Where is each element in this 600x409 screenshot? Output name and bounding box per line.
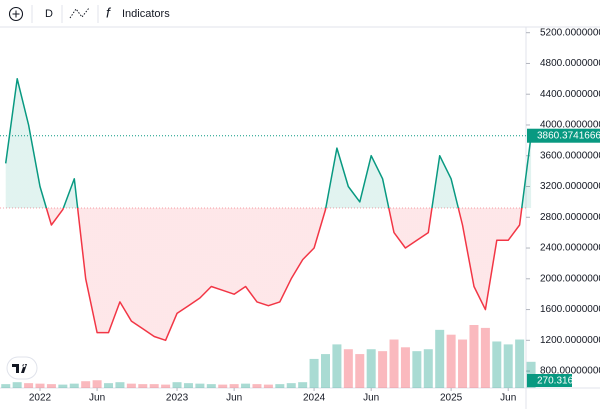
volume-bar xyxy=(309,358,319,388)
volume-bar xyxy=(515,339,525,388)
y-tick-label: 2800.00000000 xyxy=(540,212,600,223)
volume-bar xyxy=(343,349,353,388)
volume-bar xyxy=(480,327,490,388)
indicators-button[interactable]: Indicators xyxy=(122,8,170,20)
volume-bar xyxy=(286,383,296,388)
volume-bar xyxy=(469,325,479,388)
logo-bg xyxy=(6,356,38,380)
volume-bar xyxy=(503,344,513,388)
volume-bar xyxy=(400,347,410,388)
volume-bar xyxy=(1,384,11,388)
volume-bar xyxy=(355,354,365,388)
y-tick-label: 800.00000000 xyxy=(540,366,600,377)
volume-bar xyxy=(446,334,456,388)
y-tick-label: 2000.00000000 xyxy=(540,273,600,284)
x-tick-label: Jun xyxy=(363,393,379,404)
y-tick-label: 4000.00000000 xyxy=(540,120,600,131)
y-tick-label: 1200.00000000 xyxy=(540,335,600,346)
volume-bar xyxy=(138,384,148,388)
volume-bar xyxy=(332,344,342,388)
interval-button[interactable]: D xyxy=(45,8,53,20)
add-symbol-icon[interactable] xyxy=(8,6,24,22)
volume-bar xyxy=(195,383,205,388)
volume-bar xyxy=(218,384,228,388)
indicators-icon[interactable]: f xyxy=(106,5,112,21)
volume-bar xyxy=(389,339,399,388)
volume-bar xyxy=(298,382,308,388)
volume-bar xyxy=(423,349,433,388)
y-tick-label: 4400.00000000 xyxy=(540,89,600,100)
volume-bar xyxy=(35,383,45,388)
y-tick-label: 1600.00000000 xyxy=(540,304,600,315)
volume-bar xyxy=(458,339,468,388)
x-tick-label: Jun xyxy=(226,393,242,404)
x-tick-label: 2022 xyxy=(29,393,52,404)
x-tick-label: Jun xyxy=(89,393,105,404)
volume-bar xyxy=(104,383,114,388)
volume-bar xyxy=(263,384,273,388)
chart-type-icon[interactable] xyxy=(69,7,90,19)
volume-bar xyxy=(229,384,239,388)
y-tick-label: 4800.00000000 xyxy=(540,58,600,69)
last-volume-box xyxy=(527,374,572,387)
volume-bar xyxy=(378,351,388,388)
last-volume-label: 270.316K xyxy=(537,376,580,387)
volume-bar xyxy=(412,351,422,388)
volume-bar xyxy=(69,383,79,388)
tv-logo xyxy=(6,356,38,380)
volume-bar xyxy=(92,380,102,388)
volume-bar xyxy=(172,382,182,388)
volume-bar xyxy=(126,383,136,388)
volume-bar xyxy=(321,354,330,388)
last-price-box xyxy=(527,128,600,143)
volume-bar xyxy=(81,381,91,388)
logo-mark xyxy=(12,364,27,373)
x-tick-label: 2023 xyxy=(166,393,189,404)
y-tick-label: 2400.00000000 xyxy=(540,243,600,254)
x-tick-label: 2024 xyxy=(303,393,326,404)
y-tick-label: 3200.00000000 xyxy=(540,181,600,192)
volume-bar xyxy=(12,382,22,388)
price-line xyxy=(4,78,532,342)
volume-bar xyxy=(435,329,445,388)
x-tick-label: 2025 xyxy=(440,393,463,404)
y-tick-label: 3600.00000000 xyxy=(540,150,600,161)
volume-bar xyxy=(58,384,68,388)
volume-bar xyxy=(241,383,251,388)
volume-bar xyxy=(366,349,376,388)
baseline-area xyxy=(5,78,532,341)
x-tick-label: Jun xyxy=(500,393,516,404)
volume-bar xyxy=(275,384,285,388)
volume-bar xyxy=(206,384,216,388)
last-price-label: 3860.37416667 xyxy=(537,130,600,141)
volume-bar xyxy=(183,383,193,388)
volume-bar xyxy=(46,384,56,388)
volume-bar xyxy=(252,384,262,388)
volume-bar xyxy=(115,382,125,388)
volume-bar xyxy=(161,384,171,388)
toolbar: D f Indicators xyxy=(8,5,170,23)
volume-bar xyxy=(24,383,34,388)
volume-bar xyxy=(492,341,502,388)
volume-bar xyxy=(149,384,159,388)
y-tick-label: 5200.00000000 xyxy=(540,27,600,38)
